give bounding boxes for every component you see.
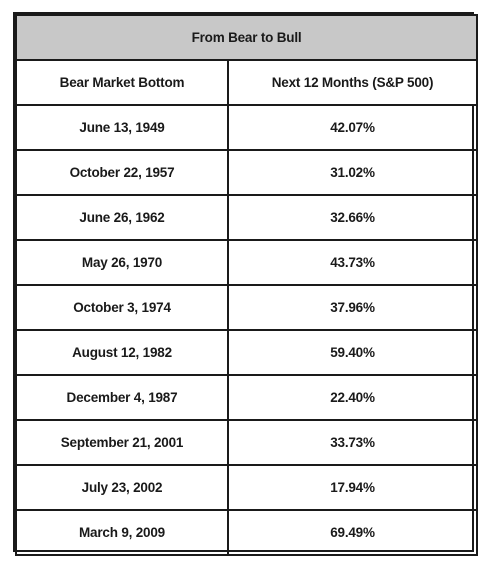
table-row: July 23, 2002 17.94% — [15, 464, 478, 511]
cell-next-12-months-return: 37.96% — [227, 284, 478, 331]
cell-bear-market-bottom: July 23, 2002 — [15, 464, 229, 511]
cell-next-12-months-return: 22.40% — [227, 374, 478, 421]
table-row: June 26, 1962 32.66% — [15, 194, 478, 241]
cell-next-12-months-return: 32.66% — [227, 194, 478, 241]
cell-bear-market-bottom: September 21, 2001 — [15, 419, 229, 466]
cell-bear-market-bottom: March 9, 2009 — [15, 509, 229, 556]
table-header-row: Bear Market Bottom Next 12 Months (S&P 5… — [15, 59, 478, 106]
returns-table: From Bear to Bull Bear Market Bottom Nex… — [15, 14, 478, 556]
cell-next-12-months-return: 33.73% — [227, 419, 478, 466]
column-header-next-12-months: Next 12 Months (S&P 500) — [227, 59, 478, 106]
cell-bear-market-bottom: June 26, 1962 — [15, 194, 229, 241]
table-row: October 22, 1957 31.02% — [15, 149, 478, 196]
cell-next-12-months-return: 31.02% — [227, 149, 478, 196]
returns-table-container: From Bear to Bull Bear Market Bottom Nex… — [13, 12, 478, 556]
cell-bear-market-bottom: October 22, 1957 — [15, 149, 229, 196]
cell-next-12-months-return: 59.40% — [227, 329, 478, 376]
cell-next-12-months-return: 17.94% — [227, 464, 478, 511]
table-body: June 13, 1949 42.07% October 22, 1957 31.02… — [15, 104, 478, 556]
cell-next-12-months-return: 43.73% — [227, 239, 478, 286]
cell-next-12-months-return: 69.49% — [227, 509, 478, 556]
cell-bear-market-bottom: October 3, 1974 — [15, 284, 229, 331]
cell-next-12-months-return: 42.07% — [227, 104, 478, 151]
table-row: June 13, 1949 42.07% — [15, 104, 478, 151]
table-row: October 3, 1974 37.96% — [15, 284, 478, 331]
cell-bear-market-bottom: June 13, 1949 — [15, 104, 229, 151]
cell-bear-market-bottom: August 12, 1982 — [15, 329, 229, 376]
table-row: December 4, 1987 22.40% — [15, 374, 478, 421]
table-row: September 21, 2001 33.73% — [15, 419, 478, 466]
table-title: From Bear to Bull — [15, 14, 478, 61]
cell-bear-market-bottom: December 4, 1987 — [15, 374, 229, 421]
cell-bear-market-bottom: May 26, 1970 — [15, 239, 229, 286]
table-row: May 26, 1970 43.73% — [15, 239, 478, 286]
table-title-row: From Bear to Bull — [15, 14, 478, 61]
column-header-bear-market-bottom: Bear Market Bottom — [15, 59, 229, 106]
table-row: March 9, 2009 69.49% — [15, 509, 478, 556]
table-row: August 12, 1982 59.40% — [15, 329, 478, 376]
